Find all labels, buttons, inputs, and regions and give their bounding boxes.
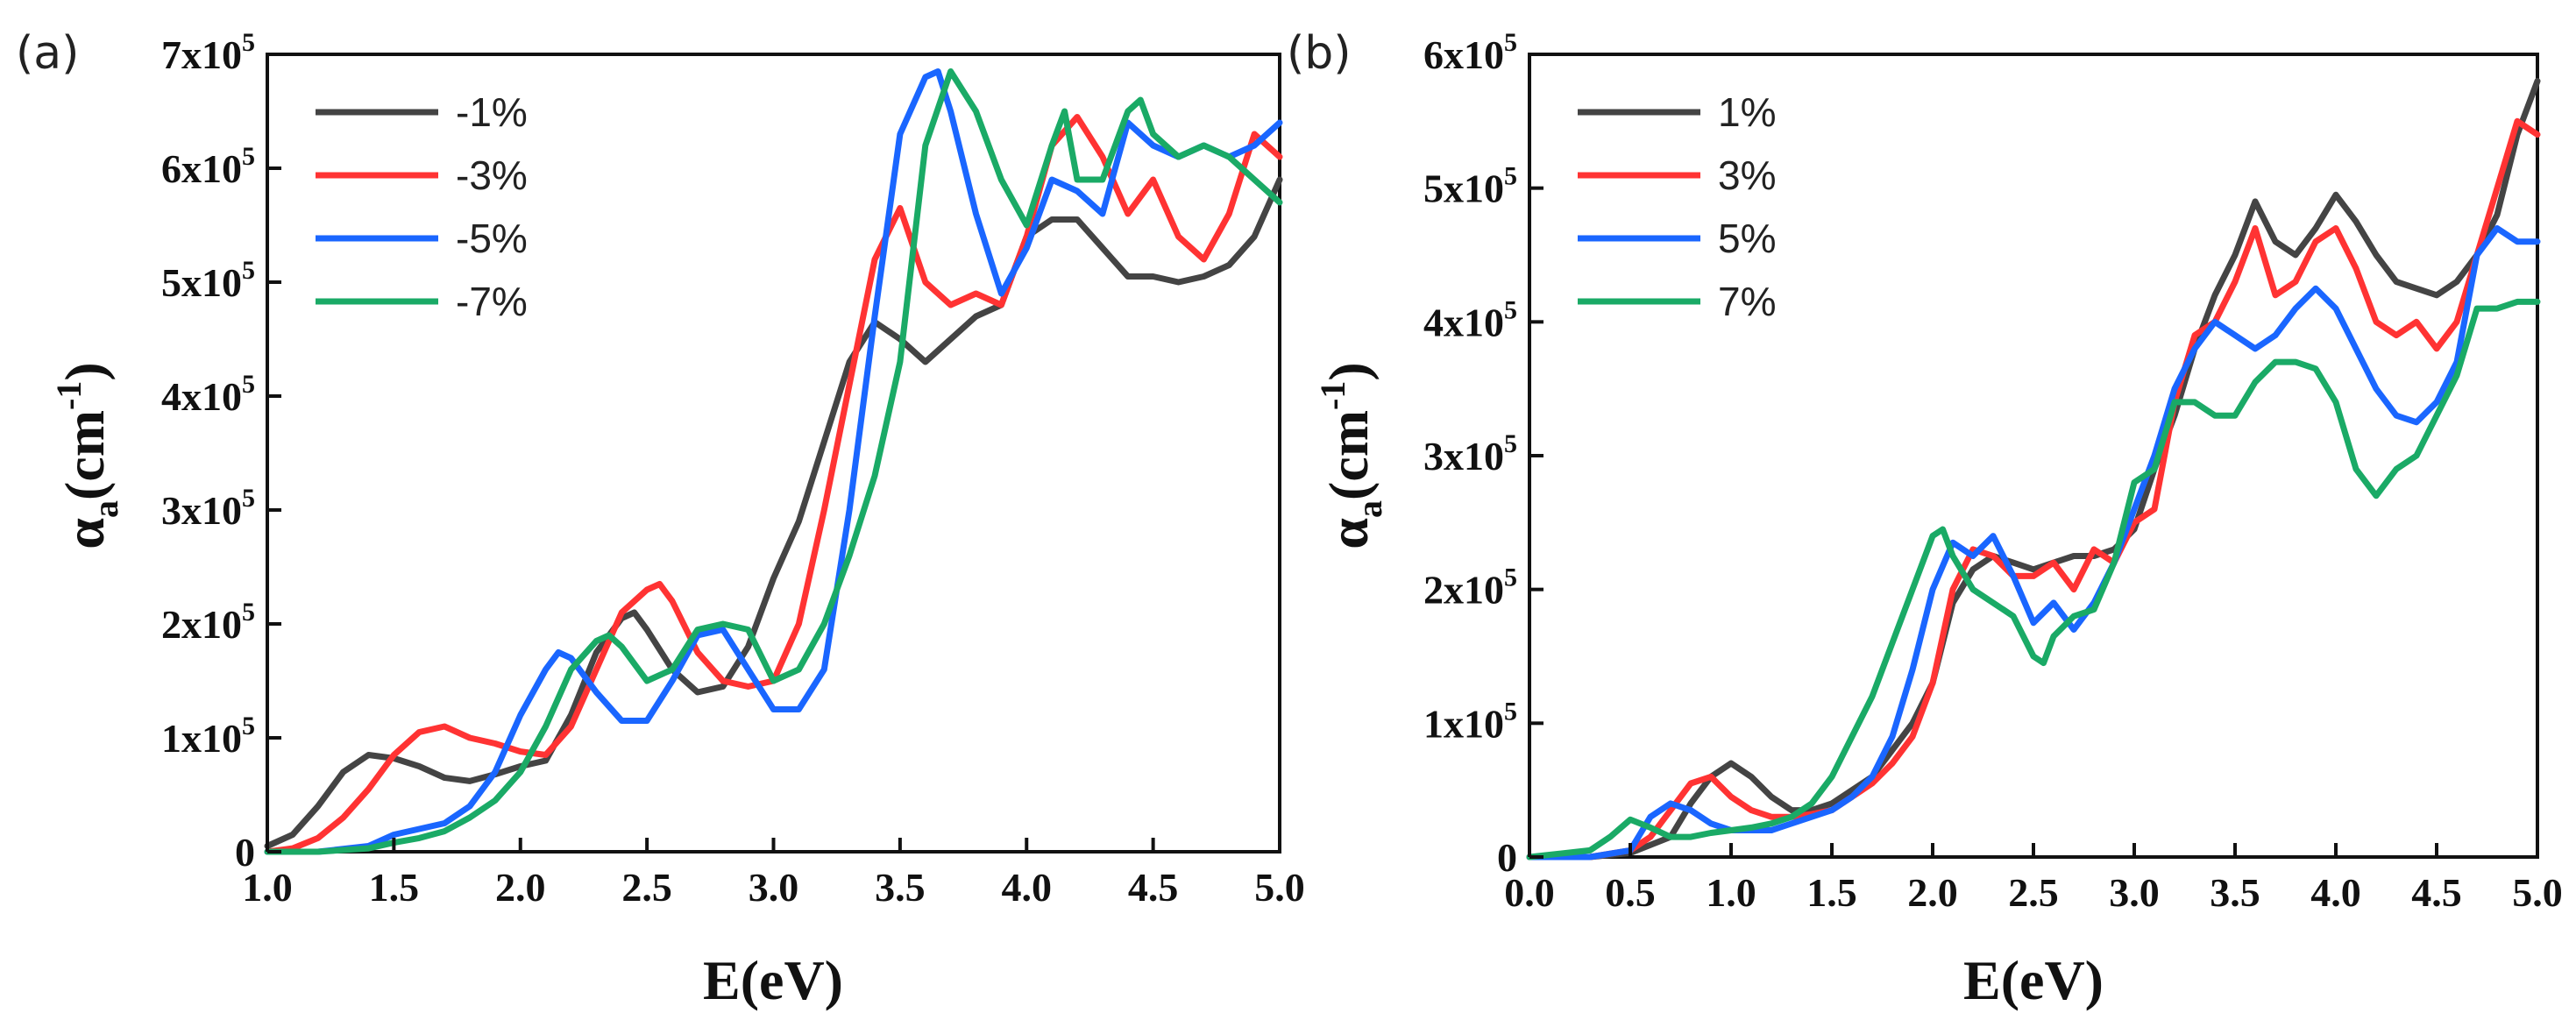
panel-b-y-tick-label-2: 2x105	[1423, 563, 1517, 613]
panel-b-x-tick-label-8: 4.0	[2310, 870, 2361, 915]
panel-a-label: (a)	[16, 27, 79, 80]
panel-a-y-unit-exp: -1	[49, 381, 89, 410]
panel-b-series-group	[1526, 78, 2541, 861]
panel-b-y-sub: a	[1350, 500, 1389, 518]
panel-b-y-tick-label-6: 6x105	[1423, 28, 1517, 77]
panel-b-series-line-3	[1526, 225, 2541, 861]
panel-a-x-axis-label: E(eV)	[703, 949, 843, 1011]
panel-b-y-ticks: 0 1x105 2x105 3x105 4x105 5x105 6x105	[1423, 28, 1543, 880]
panel-b-y-axis-label: αa(cm-1)	[1313, 362, 1389, 549]
panel-b-series-line-2	[1526, 117, 2541, 861]
panel-a-y-tick-label-2: 2x105	[161, 598, 255, 647]
panel-a: (a) 1.0 1.5 2.0 2.5 3.0 3.5 4.0 4.5 5.0 0 1x105 2x…	[16, 27, 1305, 1011]
panel-b-x-tick-label-4: 2.0	[1907, 870, 1958, 915]
panel-a-legend-label-2: -3%	[456, 152, 528, 198]
panel-a-x-tick-label-2: 2.0	[495, 865, 546, 910]
panel-b-x-tick-label-5: 2.5	[2008, 870, 2059, 915]
panel-b-y-unit-exp: -1	[1313, 381, 1352, 410]
panel-a-x-tick-label-8: 5.0	[1254, 865, 1305, 910]
panel-a-series-group	[264, 68, 1283, 855]
panel-a-x-tick-label-4: 3.0	[749, 865, 799, 910]
panel-b-label: (b)	[1287, 27, 1352, 80]
panel-a-y-alpha: α	[53, 518, 116, 549]
panel-a-x-tick-label-5: 3.5	[875, 865, 926, 910]
panel-a-y-ticks: 0 1x105 2x105 3x105 4x105 5x105 6x105 7x105	[161, 28, 281, 875]
panel-a-y-axis-title: αa(cm-1)	[49, 362, 125, 549]
panel-b-x-tick-label-2: 1.0	[1706, 870, 1756, 915]
panel-a-y-unit-close: )	[53, 362, 116, 380]
panel-a-legend-label-3: -5%	[456, 216, 528, 261]
panel-b-y-unit: (cm	[1317, 410, 1380, 500]
panel-a-y-tick-label-1: 1x105	[161, 712, 255, 761]
panel-a-legend-label-1: -1%	[456, 89, 528, 135]
panel-a-y-tick-label-4: 4x105	[161, 370, 255, 419]
panel-a-y-tick-label-0: 0	[235, 830, 255, 875]
panel-b-y-unit-close: )	[1317, 362, 1380, 380]
panel-b: (b) 0.0 0.5 1.0 1.5 2.0 2.5 3.0 3.5 4.0 4.5 5.0 0 1…	[1287, 27, 2563, 1011]
panel-b-x-tick-label-1: 0.5	[1605, 870, 1656, 915]
panel-a-legend-label-4: -7%	[456, 279, 528, 324]
panel-b-x-axis-label: E(eV)	[1963, 949, 2104, 1011]
panel-a-x-tick-label-7: 4.5	[1128, 865, 1179, 910]
panel-b-legend-label-3: 5%	[1718, 216, 1776, 261]
panel-a-y-tick-label-5: 5x105	[161, 256, 255, 305]
panel-b-x-tick-label-0: 0.0	[1504, 870, 1555, 915]
panel-b-x-tick-label-10: 5.0	[2512, 870, 2563, 915]
panel-b-series-line-4	[1526, 298, 2541, 861]
panel-b-legend-label-1: 1%	[1718, 89, 1776, 135]
panel-b-y-axis-title: αa(cm-1)	[1313, 362, 1389, 549]
panel-b-x-tick-label-3: 1.5	[1806, 870, 1857, 915]
panel-a-y-unit: (cm	[53, 410, 116, 500]
panel-b-x-ticks: 0.0 0.5 1.0 1.5 2.0 2.5 3.0 3.5 4.0 4.5 5.0	[1504, 843, 2563, 915]
panel-b-y-alpha: α	[1317, 518, 1380, 549]
panel-a-y-axis-label: αa(cm-1)	[49, 362, 125, 549]
panel-b-legend-label-4: 7%	[1718, 279, 1776, 324]
panel-a-x-tick-label-3: 2.5	[621, 865, 672, 910]
panel-b-y-tick-label-3: 3x105	[1423, 429, 1517, 478]
panel-b-legend: 1% 3% 5% 7%	[1578, 89, 1776, 324]
panel-b-y-tick-label-1: 1x105	[1423, 697, 1517, 746]
panel-b-x-tick-label-9: 4.5	[2411, 870, 2462, 915]
panel-a-y-tick-label-7: 7x105	[161, 28, 255, 77]
panel-b-legend-label-2: 3%	[1718, 152, 1776, 198]
panel-b-x-tick-label-6: 3.0	[2109, 870, 2160, 915]
panel-b-y-tick-label-5: 5x105	[1423, 162, 1517, 211]
panel-a-series-line-2	[264, 114, 1283, 855]
panel-b-x-tick-label-7: 3.5	[2210, 870, 2260, 915]
panel-b-y-tick-label-0: 0	[1497, 835, 1517, 880]
panel-b-series-line-1	[1526, 78, 2541, 861]
panel-a-x-tick-label-0: 1.0	[242, 865, 293, 910]
panel-a-y-tick-label-6: 6x105	[161, 142, 255, 191]
panel-a-y-tick-label-3: 3x105	[161, 484, 255, 533]
panel-a-x-tick-label-6: 4.0	[1002, 865, 1053, 910]
panel-b-y-tick-label-4: 4x105	[1423, 295, 1517, 344]
panel-a-y-sub: a	[86, 500, 125, 518]
panel-a-x-ticks: 1.0 1.5 2.0 2.5 3.0 3.5 4.0 4.5 5.0	[242, 838, 1305, 910]
panel-a-series-line-1	[264, 176, 1283, 849]
panel-a-legend: -1% -3% -5% -7%	[316, 89, 528, 324]
panel-a-series-line-4	[264, 68, 1283, 855]
panel-a-series-line-3	[264, 68, 1283, 855]
panel-a-x-tick-label-1: 1.5	[369, 865, 420, 910]
